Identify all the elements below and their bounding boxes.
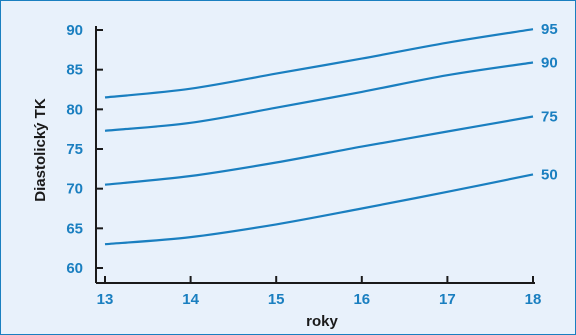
y-tick-label: 85: [66, 62, 83, 79]
x-tick-label: 14: [182, 291, 199, 308]
series-line-90: [104, 61, 534, 132]
series-lines: [104, 28, 534, 246]
x-tick-label: 15: [268, 291, 285, 308]
y-tick-label: 90: [66, 22, 83, 39]
series-label-95: 95: [541, 21, 558, 38]
series-label-75: 75: [541, 108, 558, 125]
series-label-90: 90: [541, 55, 558, 72]
series-label-50: 50: [541, 166, 558, 183]
y-tick-label: 60: [66, 260, 83, 277]
y-tick-label: 75: [66, 141, 83, 158]
series-labels: 95 90 75 50: [541, 21, 558, 183]
x-tick-label: 18: [525, 291, 542, 308]
x-tick-label: 17: [439, 291, 456, 308]
x-tick-label: 16: [353, 291, 370, 308]
y-axis-ticks: 60 65 70 75 80 85 90: [66, 22, 103, 277]
y-tick-label: 80: [66, 101, 83, 118]
y-tick-label: 65: [66, 220, 83, 237]
y-tick-label: 70: [66, 181, 83, 198]
series-line-75: [104, 115, 534, 186]
x-tick-label: 13: [97, 291, 114, 308]
x-axis-ticks: 13 14 15 16 17 18: [97, 276, 542, 308]
series-line-95: [104, 28, 534, 99]
y-axis-title: Diastolický TK: [32, 98, 49, 202]
series-line-50: [104, 173, 534, 246]
x-axis-title: roky: [306, 313, 338, 330]
